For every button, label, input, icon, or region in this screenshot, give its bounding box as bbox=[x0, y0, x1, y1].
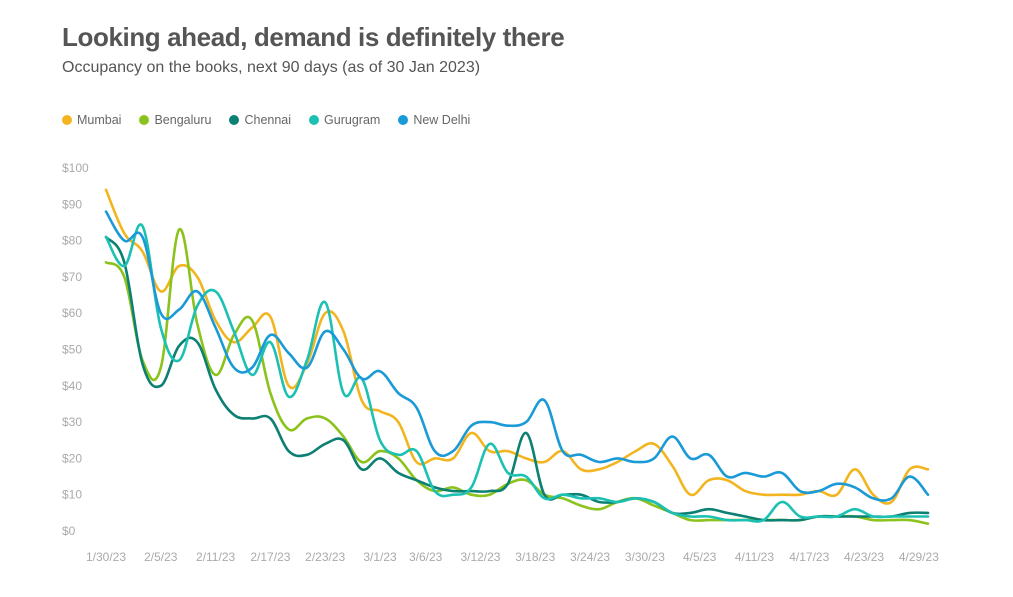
legend-item-new-delhi: New Delhi bbox=[398, 113, 470, 127]
x-tick-label: 3/18/23 bbox=[515, 550, 555, 564]
x-tick-label: 3/12/23 bbox=[460, 550, 500, 564]
chart-legend: Mumbai Bengaluru Chennai Gurugram New Delhi bbox=[62, 113, 470, 127]
legend-item-chennai: Chennai bbox=[229, 113, 291, 127]
legend-swatch bbox=[139, 115, 150, 125]
y-tick-label: $30 bbox=[62, 415, 82, 429]
legend-swatch bbox=[398, 115, 409, 125]
x-tick-label: 3/1/23 bbox=[363, 550, 397, 564]
y-tick-label: $70 bbox=[62, 270, 82, 284]
y-tick-label: $50 bbox=[62, 343, 82, 357]
legend-swatch bbox=[309, 115, 320, 125]
legend-swatch bbox=[229, 115, 240, 125]
x-tick-label: 2/11/23 bbox=[196, 550, 235, 564]
y-tick-label: $90 bbox=[62, 197, 82, 211]
x-tick-label: 2/17/23 bbox=[250, 550, 290, 564]
legend-swatch bbox=[62, 115, 72, 125]
series-line-new-delhi bbox=[104, 210, 930, 502]
y-tick-label: $20 bbox=[62, 451, 82, 465]
y-tick-label: $0 bbox=[62, 524, 76, 538]
chart-subtitle: Occupancy on the books, next 90 days (as… bbox=[62, 59, 481, 76]
legend-item-mumbai: Mumbai bbox=[62, 113, 121, 127]
x-tick-label: 1/30/23 bbox=[86, 550, 126, 564]
x-tick-label: 2/5/23 bbox=[144, 550, 178, 564]
y-tick-label: $60 bbox=[62, 306, 82, 320]
x-tick-label: 3/30/23 bbox=[625, 550, 665, 564]
chart-title: Looking ahead, demand is definitely ther… bbox=[62, 22, 565, 52]
series-line-mumbai bbox=[104, 188, 930, 505]
series-line-gurugram bbox=[104, 223, 930, 523]
x-tick-label: 4/23/23 bbox=[844, 550, 884, 564]
legend-label: Gurugram bbox=[324, 113, 381, 127]
x-tick-label: 4/5/23 bbox=[683, 550, 717, 564]
x-tick-label: 3/6/23 bbox=[409, 550, 443, 564]
legend-item-gurugram: Gurugram bbox=[309, 113, 380, 127]
y-tick-label: $10 bbox=[62, 488, 82, 502]
x-tick-label: 4/17/23 bbox=[789, 550, 829, 564]
y-tick-label: $40 bbox=[62, 379, 82, 393]
x-tick-label: 3/24/23 bbox=[570, 550, 610, 564]
legend-item-bengaluru: Bengaluru bbox=[139, 113, 211, 127]
y-tick-label: $100 bbox=[62, 161, 89, 175]
series-line-bengaluru bbox=[104, 228, 930, 525]
legend-label: Bengaluru bbox=[154, 113, 212, 127]
x-tick-label: 2/23/23 bbox=[305, 550, 345, 564]
legend-label: Mumbai bbox=[77, 113, 122, 127]
y-tick-label: $80 bbox=[62, 234, 82, 248]
x-tick-label: 4/29/23 bbox=[899, 550, 939, 564]
legend-label: Chennai bbox=[244, 113, 292, 127]
legend-label: New Delhi bbox=[413, 113, 471, 127]
series-line-chennai bbox=[104, 235, 930, 522]
x-tick-label: 4/11/23 bbox=[735, 550, 774, 564]
